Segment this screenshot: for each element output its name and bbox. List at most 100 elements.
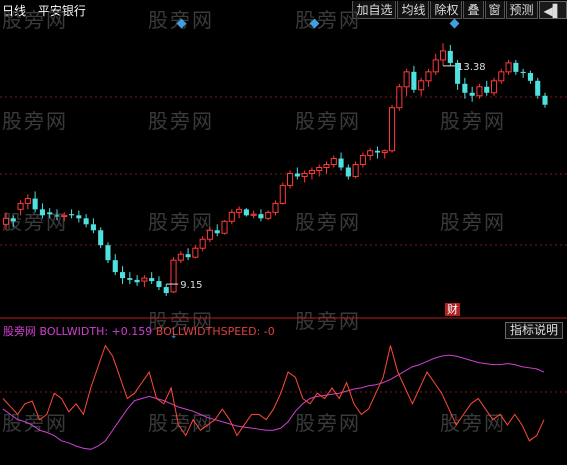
candle-body <box>447 50 453 63</box>
watermark: 股旁网 <box>2 210 68 234</box>
add-watchlist-button[interactable]: 加自选 <box>352 1 397 19</box>
candle-body <box>192 247 199 258</box>
candle-body <box>2 217 10 225</box>
ex-rights-button[interactable]: 除权 <box>430 1 463 19</box>
candle-body <box>112 260 118 273</box>
candle-body <box>134 279 140 283</box>
candle-body <box>90 224 96 231</box>
candle-body <box>105 245 111 261</box>
candle-body <box>221 220 228 234</box>
candle-body <box>505 62 512 73</box>
candle-body <box>206 229 213 240</box>
candle-body <box>258 214 264 219</box>
chart-header: 日线 平安银行 <box>2 2 94 19</box>
watermark: 股旁网 <box>440 109 506 133</box>
candle-body <box>141 277 148 282</box>
candle-body <box>513 62 519 72</box>
candle-body <box>469 92 475 96</box>
candle-body <box>185 254 191 258</box>
candle-body <box>359 155 366 166</box>
candle-body <box>163 287 169 294</box>
candle-body <box>476 86 483 97</box>
candle-body <box>323 164 330 168</box>
watermark: 股旁网 <box>295 8 361 32</box>
indicator-help-button[interactable]: 指标说明 <box>504 322 563 339</box>
candle-body <box>527 73 533 81</box>
candle-body <box>119 272 126 279</box>
watermark: 股旁网 <box>148 210 214 234</box>
candle-body <box>520 71 526 74</box>
candle-body <box>308 169 315 174</box>
candle-body <box>338 158 344 168</box>
candle-body <box>32 198 38 210</box>
candle-body <box>236 208 243 213</box>
candle-body <box>214 230 220 234</box>
candle-body <box>535 80 541 96</box>
high-price-label: 13.38 <box>457 62 486 73</box>
candle-body <box>127 278 133 280</box>
candle-body <box>455 62 461 84</box>
candle-body <box>490 80 498 94</box>
candle-body <box>199 238 206 249</box>
candle-body <box>279 184 286 204</box>
candle-body <box>462 83 468 93</box>
overlay-button[interactable]: 叠 <box>463 1 484 19</box>
candle-body <box>61 214 68 218</box>
watermark: 股旁网 <box>2 411 68 435</box>
candle-body <box>47 212 53 215</box>
candle-body <box>17 202 24 210</box>
low-price-label: 9.15 <box>180 280 202 291</box>
financial-report-badge[interactable]: 财 <box>445 303 460 316</box>
candle-body <box>498 71 505 82</box>
collapse-panel-icon[interactable]: ◀▌ <box>538 1 567 19</box>
period-label[interactable]: 日线 <box>2 4 27 18</box>
bollwidthspeed-label: BOLLWIDTHSPEED: -0 <box>155 325 275 338</box>
candle-body <box>69 214 75 216</box>
candle-body <box>425 71 432 82</box>
candle-body <box>374 150 381 153</box>
candle-body <box>432 59 439 73</box>
candle-body <box>98 230 104 246</box>
candle-body <box>272 202 279 213</box>
candle-body <box>345 167 351 177</box>
candle-body <box>39 209 45 216</box>
candle-body <box>411 71 417 90</box>
candle-body <box>367 150 374 157</box>
candle-body <box>76 215 82 219</box>
indicator-legend: 股旁网 BOLLWIDTH: +0.159 BOLLWIDTHSPEED: -0 <box>3 323 275 339</box>
candle-body <box>316 167 323 171</box>
candle-body <box>149 278 155 282</box>
candle-body <box>396 86 403 109</box>
moving-average-button[interactable]: 均线 <box>397 1 430 19</box>
candle-body <box>83 218 89 225</box>
candle-body <box>265 211 272 219</box>
watermark: 股旁网 <box>295 210 361 234</box>
watermark: 股旁网 <box>148 109 214 133</box>
watermark: 股旁网 <box>295 411 361 435</box>
watermark: 股旁网 <box>440 210 506 234</box>
candle-body <box>294 173 300 177</box>
candle-body <box>156 281 162 288</box>
candle-body <box>54 215 60 217</box>
candle-body <box>177 253 184 261</box>
candle-body <box>542 95 548 105</box>
candle-body <box>24 198 31 204</box>
forecast-button[interactable]: 预测 <box>505 1 538 19</box>
indicator-name: 股旁网 <box>3 325 36 338</box>
watermark: 股旁网 <box>148 309 214 333</box>
window-button[interactable]: 窗 <box>484 1 505 19</box>
candle-body <box>439 50 447 61</box>
candle-body <box>10 218 16 222</box>
candle-body <box>287 172 294 186</box>
candle-body <box>301 172 308 177</box>
candle-body <box>352 164 359 177</box>
candle-body <box>243 209 249 216</box>
watermark: 股旁网 <box>2 8 68 32</box>
stock-name: 平安银行 <box>37 4 86 18</box>
chart-toolbar: 加自选 均线 除权 叠 窗 预测 ◀▌ <box>351 0 567 20</box>
bollwidth-label: BOLLWIDTH: +0.159 <box>39 325 153 338</box>
candle-body <box>418 80 425 91</box>
candle-body <box>228 211 235 222</box>
